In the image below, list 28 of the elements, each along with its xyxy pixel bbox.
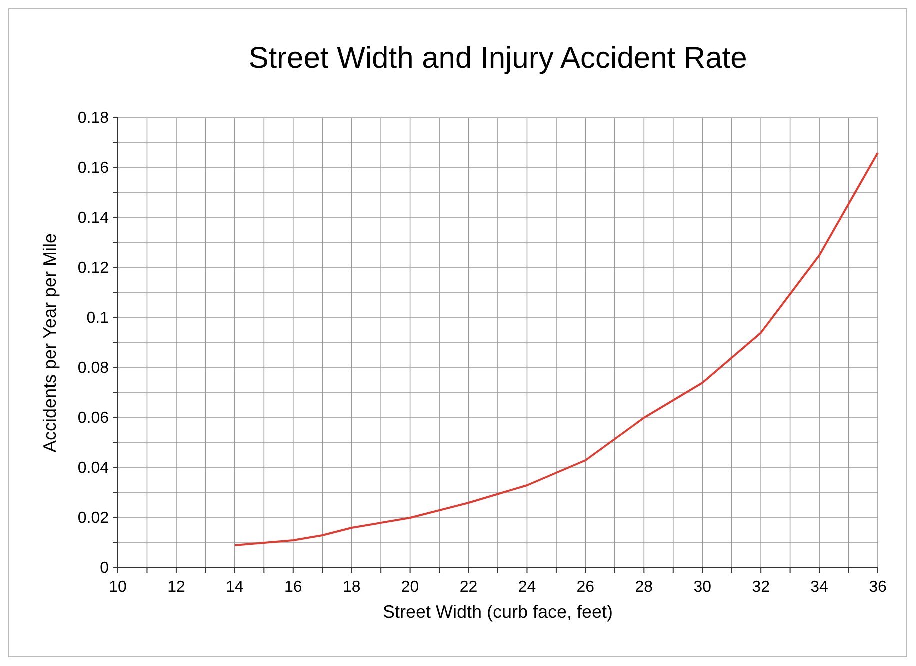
x-tick-label: 32 bbox=[752, 579, 770, 596]
y-tick-label: 0.14 bbox=[78, 210, 110, 227]
x-tick-label: 28 bbox=[635, 579, 654, 596]
y-tick-label: 0.16 bbox=[78, 160, 110, 177]
x-axis-title: Street Width (curb face, feet) bbox=[382, 602, 614, 622]
x-tick-label: 34 bbox=[810, 579, 829, 596]
line-series bbox=[234, 152, 879, 546]
x-tick-label: 12 bbox=[168, 579, 186, 596]
chart-title: Street Width and Injury Accident Rate bbox=[248, 42, 748, 75]
x-tick-label: 30 bbox=[694, 579, 712, 596]
x-tick-label: 10 bbox=[109, 579, 127, 596]
y-tick-label: 0 bbox=[100, 560, 110, 577]
y-tick-label: 0.18 bbox=[78, 110, 110, 127]
y-tick-label: 0.04 bbox=[78, 460, 110, 477]
x-tick-label: 18 bbox=[342, 579, 361, 596]
y-tick-label: 0.08 bbox=[78, 360, 110, 377]
y-tick-label: 0.06 bbox=[78, 410, 110, 427]
y-tick-label: 0.12 bbox=[78, 260, 110, 277]
x-tick-label: 22 bbox=[460, 579, 478, 596]
x-tick-label: 20 bbox=[401, 579, 420, 596]
y-tick-label: 0.02 bbox=[78, 510, 110, 527]
x-tick-label: 26 bbox=[576, 579, 595, 596]
x-tick-label: 16 bbox=[284, 579, 302, 596]
x-tick-label: 14 bbox=[226, 579, 244, 596]
x-tick-label: 24 bbox=[518, 579, 536, 596]
x-tick-label: 36 bbox=[869, 579, 887, 596]
y-tick-label: 0.1 bbox=[86, 310, 110, 327]
y-axis-title: Accidents per Year per Mile bbox=[40, 233, 60, 453]
